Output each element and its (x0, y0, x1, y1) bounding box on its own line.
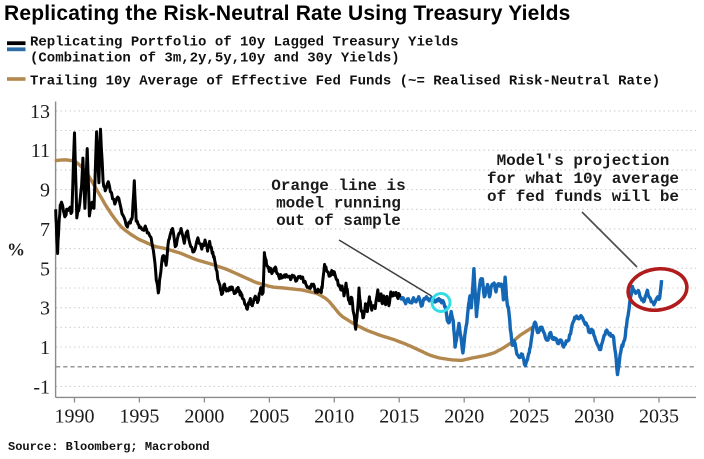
svg-text:2000: 2000 (184, 406, 224, 428)
svg-text:9: 9 (40, 180, 50, 202)
svg-text:Orange line is: Orange line is (271, 177, 405, 195)
svg-text:-1: -1 (33, 376, 50, 398)
svg-text:Replicating Portfolio of 10y L: Replicating Portfolio of 10y Lagged Trea… (30, 35, 458, 51)
svg-text:model running: model running (276, 195, 401, 213)
svg-text:1995: 1995 (119, 406, 159, 428)
svg-text:2025: 2025 (509, 406, 549, 428)
svg-text:7: 7 (40, 219, 50, 241)
svg-text:(Combination of 3m,2y,5y,10y a: (Combination of 3m,2y,5y,10y and 30y Yie… (30, 51, 400, 67)
svg-text:2005: 2005 (249, 406, 289, 428)
svg-text:2010: 2010 (314, 406, 354, 428)
svg-text:13: 13 (30, 101, 50, 123)
svg-text:Model's projection: Model's projection (497, 152, 670, 170)
svg-text:2035: 2035 (639, 406, 679, 428)
svg-text:5: 5 (40, 258, 50, 280)
svg-text:Trailing 10y Average of Effect: Trailing 10y Average of Effective Fed Fu… (30, 74, 660, 90)
svg-text:2015: 2015 (379, 406, 419, 428)
svg-text:1990: 1990 (55, 406, 95, 428)
svg-text:out of sample: out of sample (276, 212, 401, 230)
svg-text:Source: Bloomberg; Macrobond: Source: Bloomberg; Macrobond (8, 440, 210, 454)
svg-text:11: 11 (31, 140, 50, 162)
svg-text:2030: 2030 (574, 406, 614, 428)
svg-text:for what 10y average: for what 10y average (487, 170, 679, 188)
svg-text:Replicating the Risk-Neutral R: Replicating the Risk-Neutral Rate Using … (4, 2, 571, 25)
svg-text:1: 1 (40, 337, 50, 359)
svg-text:%: % (7, 240, 25, 260)
svg-text:2020: 2020 (444, 406, 484, 428)
svg-text:3: 3 (40, 298, 50, 320)
svg-text:of fed funds will be: of fed funds will be (487, 188, 679, 206)
